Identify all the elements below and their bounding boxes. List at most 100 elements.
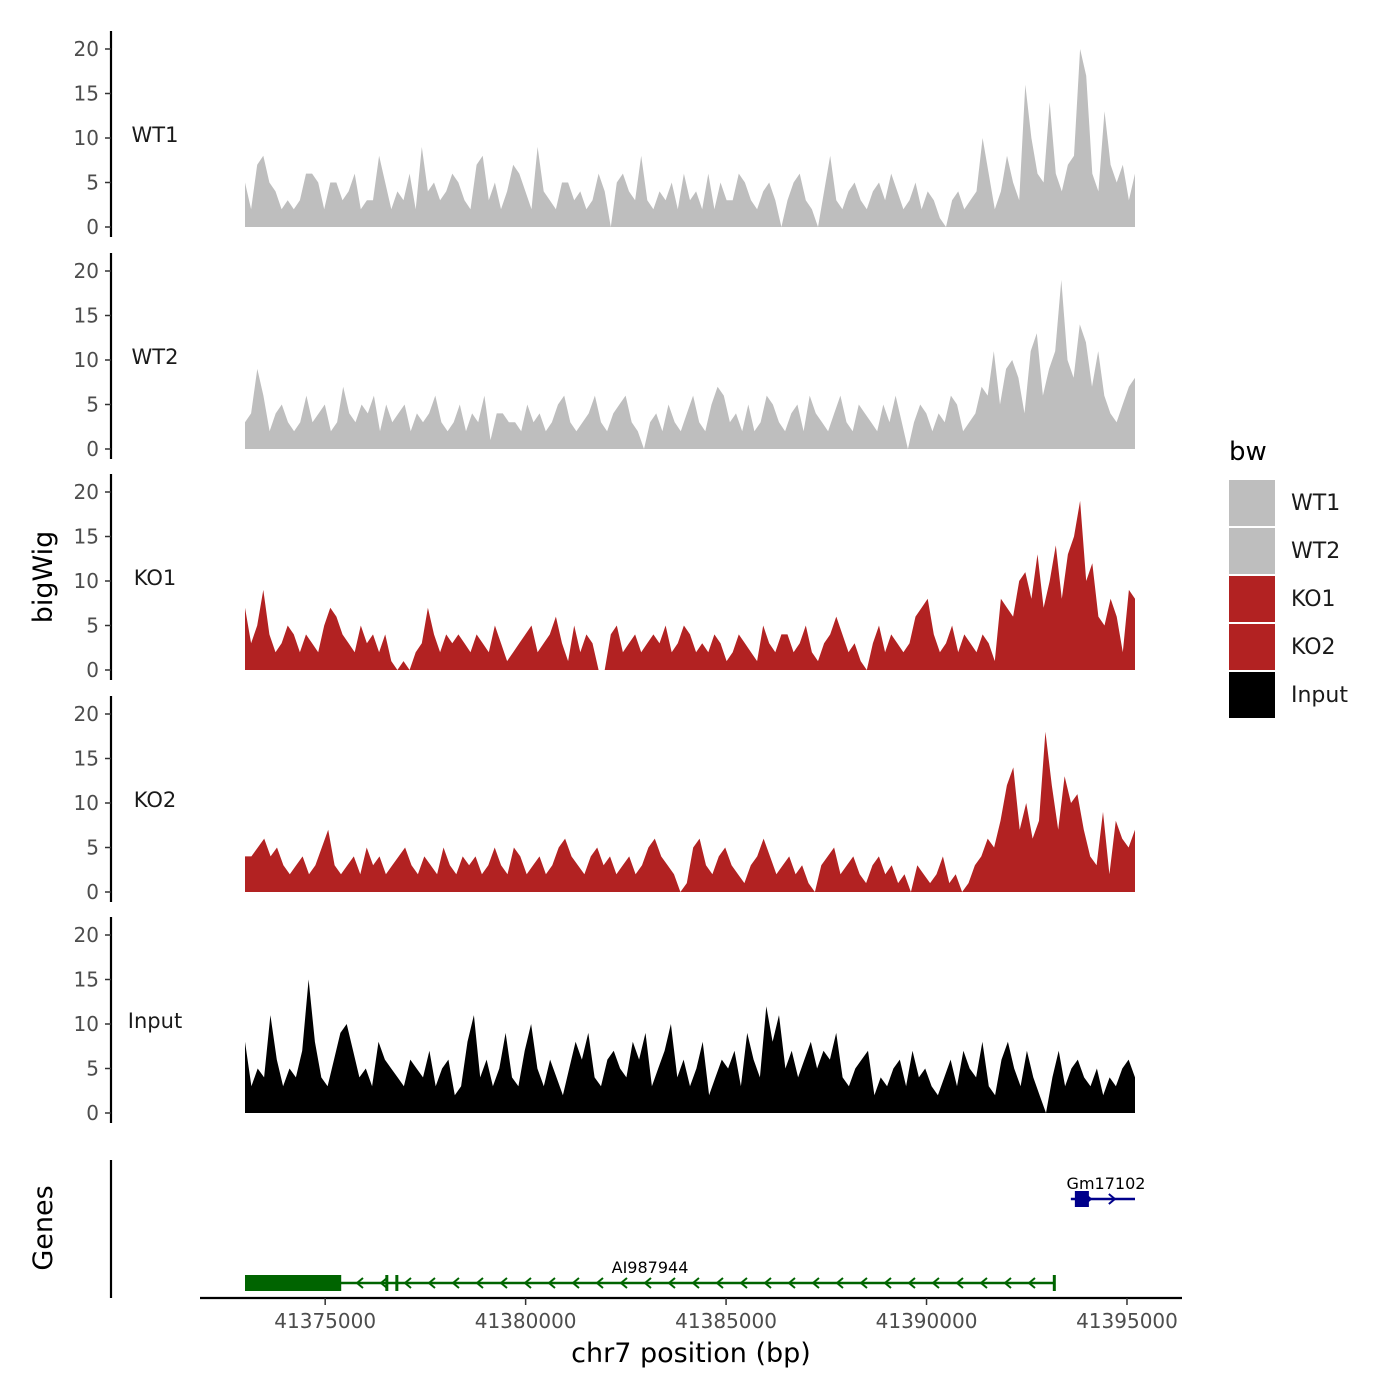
signal-area-wt2 <box>245 279 1135 449</box>
x-tick-label: 41380000 <box>475 1309 577 1333</box>
x-axis-ticks: 41375000 41380000 41385000 41390000 41395000 <box>274 1298 1178 1333</box>
legend-label-wt1: WT1 <box>1291 491 1340 516</box>
gene-exon <box>245 1275 342 1291</box>
legend-label-ko2: KO2 <box>1291 635 1336 660</box>
y-tick-label: 0 <box>86 658 99 682</box>
y-tick-label: 15 <box>74 747 99 771</box>
legend-label-wt2: WT2 <box>1291 539 1340 564</box>
track-wt1: 0 5 10 15 20 WT1 <box>74 31 1135 239</box>
y-tick-label: 20 <box>74 37 99 61</box>
track-wt2: 0 5 10 15 20 WT2 <box>74 253 1135 461</box>
strand-arrow <box>715 1277 724 1289</box>
strand-arrow <box>955 1277 964 1289</box>
y-tick-label: 5 <box>86 614 99 638</box>
y-tick-label: 20 <box>74 702 99 726</box>
track-label: WT2 <box>132 345 179 369</box>
strand-arrow <box>523 1277 532 1289</box>
legend: bw WT1 WT2 KO1 KO2 Input <box>1229 437 1348 718</box>
strand-arrow <box>667 1277 676 1289</box>
signal-area-ko2 <box>245 731 1135 892</box>
strand-arrow <box>883 1277 892 1289</box>
strand-arrow <box>451 1277 460 1289</box>
y-tick-label: 5 <box>86 171 99 195</box>
strand-arrow <box>595 1277 604 1289</box>
strand-arrow <box>931 1277 940 1289</box>
y-tick-label: 20 <box>74 923 99 947</box>
strand-arrow <box>571 1277 580 1289</box>
y-tick-label: 20 <box>74 259 99 283</box>
strand-arrow <box>619 1277 628 1289</box>
y-tick-label: 15 <box>74 304 99 328</box>
strand-arrow <box>859 1277 868 1289</box>
y-tick-label: 0 <box>86 215 99 239</box>
strand-arrow <box>355 1277 364 1289</box>
legend-key-ko2 <box>1229 624 1275 670</box>
legend-label-input: Input <box>1291 683 1348 708</box>
track-ko2: 0 5 10 15 20 KO2 <box>74 696 1135 904</box>
strand-arrow <box>1003 1277 1012 1289</box>
y-tick-label: 0 <box>86 1101 99 1125</box>
y-tick-label: 10 <box>74 348 99 372</box>
signal-area-input <box>245 979 1135 1113</box>
y-tick-label: 15 <box>74 82 99 106</box>
y-tick-label: 20 <box>74 480 99 504</box>
strand-arrow <box>1108 1193 1117 1205</box>
strand-arrow <box>691 1277 700 1289</box>
y-tick-label: 10 <box>74 1012 99 1036</box>
strand-arrow <box>547 1277 556 1289</box>
strand-arrow <box>643 1277 652 1289</box>
y-tick-label: 10 <box>74 569 99 593</box>
gene-exon <box>1052 1275 1056 1291</box>
track-label: KO2 <box>134 788 177 812</box>
signal-area-wt1 <box>245 49 1135 227</box>
legend-label-ko1: KO1 <box>1291 587 1336 612</box>
y-tick-label: 0 <box>86 880 99 904</box>
y-tick-label: 10 <box>74 126 99 150</box>
genes-panel-label: Genes <box>28 1185 59 1270</box>
y-tick-label: 5 <box>86 393 99 417</box>
track-label: KO1 <box>134 566 177 590</box>
gene-label: Gm17102 <box>1067 1174 1146 1193</box>
gene-exon <box>385 1275 389 1291</box>
strand-arrow <box>979 1277 988 1289</box>
y-tick-label: 5 <box>86 1057 99 1081</box>
gene-ai987944: AI987944 <box>245 1258 1056 1291</box>
strand-arrow <box>475 1277 484 1289</box>
track-label: Input <box>128 1009 182 1033</box>
strand-arrow <box>835 1277 844 1289</box>
legend-title: bw <box>1229 437 1267 467</box>
signal-area-ko1 <box>245 500 1135 670</box>
strand-arrow <box>379 1277 388 1289</box>
gene-label: AI987944 <box>612 1258 689 1277</box>
y-tick-label: 15 <box>74 525 99 549</box>
x-tick-label: 41375000 <box>274 1309 376 1333</box>
strand-arrow <box>787 1277 796 1289</box>
strand-arrow <box>763 1277 772 1289</box>
strand-arrow <box>907 1277 916 1289</box>
strand-arrow <box>739 1277 748 1289</box>
track-ko1: 0 5 10 15 20 KO1 <box>74 474 1135 682</box>
gene-gm17102: Gm17102 <box>1067 1174 1146 1207</box>
x-tick-label: 41385000 <box>675 1309 777 1333</box>
track-input: 0 5 10 15 20 Input <box>74 917 1135 1125</box>
strand-arrow <box>811 1277 820 1289</box>
y-axis-title: bigWig <box>28 531 59 624</box>
gene-annotation-panel: AI987944 Gm17102 <box>109 1160 1146 1298</box>
track-label: WT1 <box>132 123 179 147</box>
legend-key-wt1 <box>1229 480 1275 526</box>
y-tick-label: 15 <box>74 968 99 992</box>
strand-arrow <box>427 1277 436 1289</box>
strand-arrow <box>1027 1277 1036 1289</box>
legend-key-wt2 <box>1229 528 1275 574</box>
signal-tracks: 0 5 10 15 20 WT1 0 5 10 15 20 WT2 0 5 10 15 20 KO1 0 5 10 15 2… <box>74 31 1135 1125</box>
strand-arrow <box>499 1277 508 1289</box>
strand-arrow <box>403 1277 412 1289</box>
x-axis-title: chr7 position (bp) <box>571 1338 811 1369</box>
x-tick-label: 41390000 <box>876 1309 978 1333</box>
y-tick-label: 10 <box>74 791 99 815</box>
y-tick-label: 0 <box>86 437 99 461</box>
legend-key-input <box>1229 672 1275 718</box>
legend-key-ko1 <box>1229 576 1275 622</box>
y-tick-label: 5 <box>86 836 99 860</box>
